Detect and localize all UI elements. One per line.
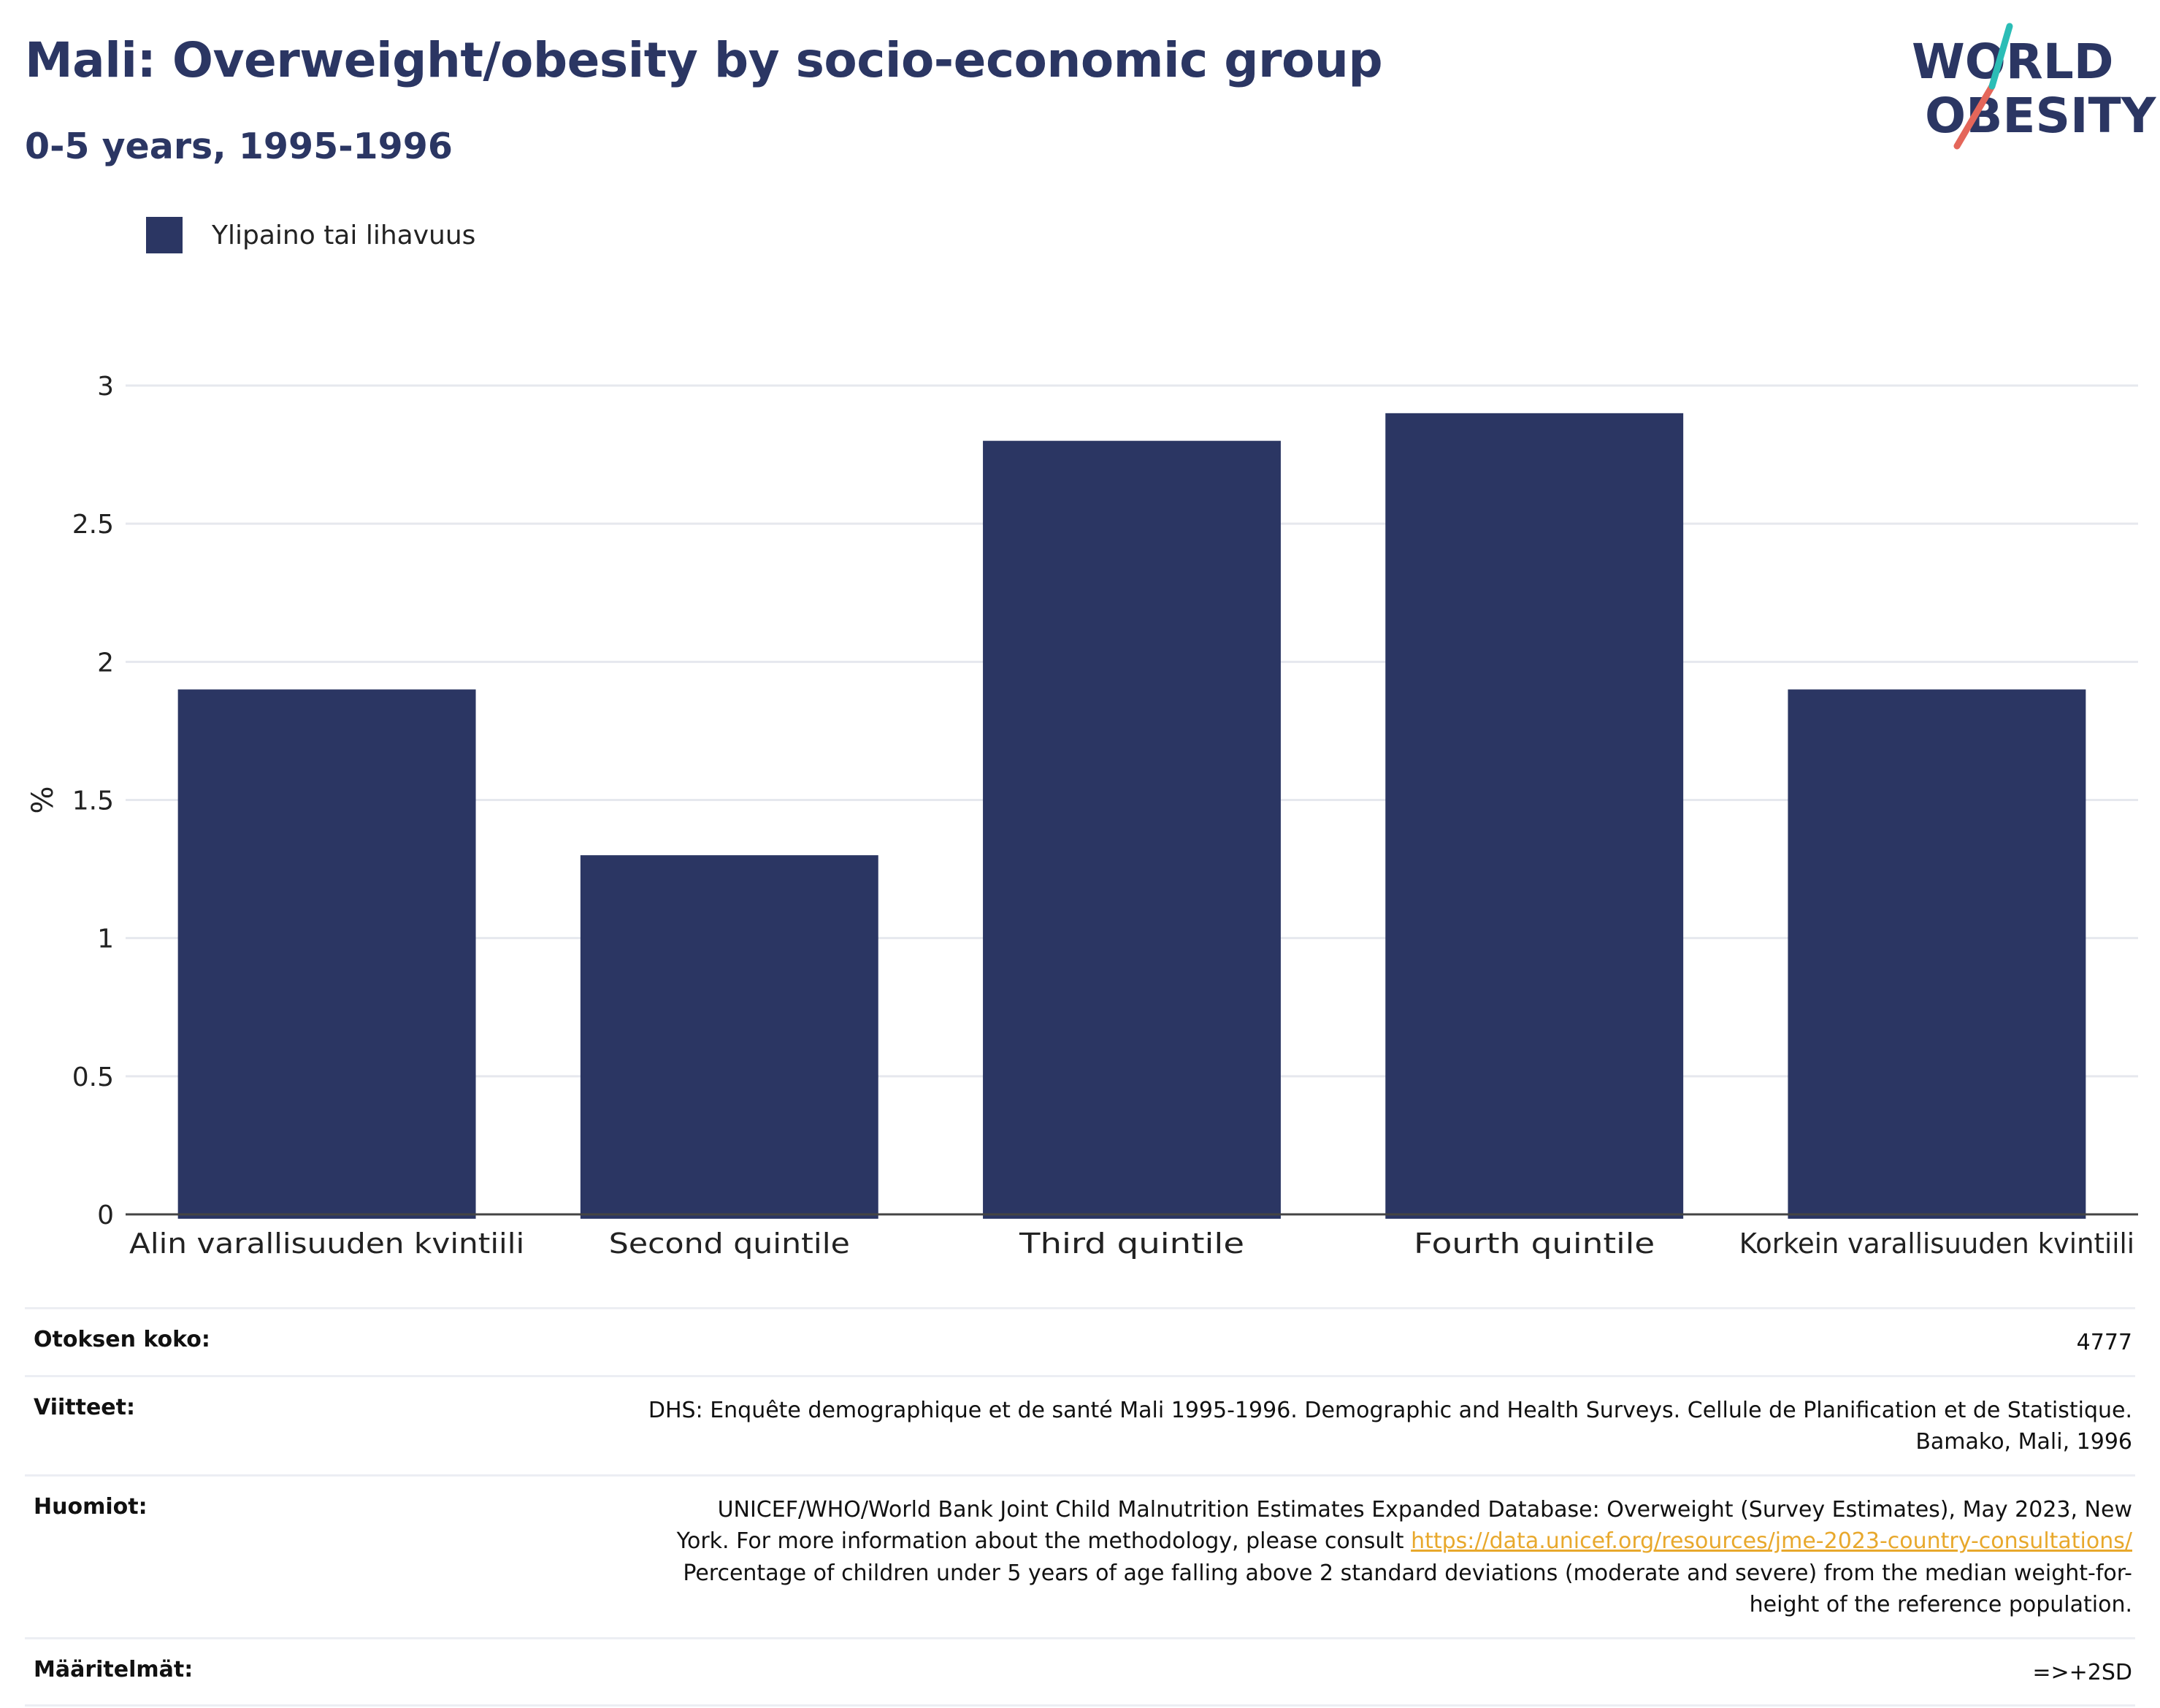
x-tick-label: Korkein varallisuuden kvintiili xyxy=(1739,1228,2134,1260)
references-line-1: DHS: Enquête demographique et de santé M… xyxy=(648,1397,2132,1423)
y-tick-label: 3 xyxy=(97,372,114,402)
info-row-sample-size: Otoksen koko: 4777 xyxy=(25,1307,2135,1375)
legend-swatch xyxy=(146,217,183,253)
y-axis-label: % xyxy=(26,786,60,813)
y-tick-label: 2 xyxy=(97,648,114,678)
legend-label: Ylipaino tai lihavuus xyxy=(212,220,476,250)
bar xyxy=(580,855,878,1219)
bar xyxy=(983,440,1281,1219)
notes-label: Huomiot: xyxy=(34,1493,148,1520)
x-tick-label: Second quintile xyxy=(609,1228,850,1260)
info-row-references: Viitteet: DHS: Enquête demographique et … xyxy=(25,1374,2135,1474)
x-tick-label: Fourth quintile xyxy=(1414,1228,1655,1260)
notes-line-4: height of the reference population. xyxy=(1749,1592,2132,1617)
y-tick-label: 2.5 xyxy=(72,510,114,540)
info-row-definitions: Määritelmät: =>+2SD xyxy=(25,1636,2135,1707)
logo-line-1: WORLD xyxy=(1912,34,2114,90)
y-tick-label: 0.5 xyxy=(72,1062,114,1092)
x-tick-label: Third quintile xyxy=(1019,1228,1244,1260)
notes-value: UNICEF/WHO/World Bank Joint Child Malnut… xyxy=(677,1494,2135,1621)
bar xyxy=(1788,689,2086,1219)
logo-slash-icon xyxy=(1953,23,2013,150)
y-tick-label: 1 xyxy=(97,924,114,954)
info-row-notes: Huomiot: UNICEF/WHO/World Bank Joint Chi… xyxy=(25,1474,2135,1637)
methodology-link[interactable]: https://data.unicef.org/resources/jme-20… xyxy=(1411,1528,2132,1554)
chart-subtitle: 0-5 years, 1995-1996 xyxy=(25,126,453,167)
references-line-2: Bamako, Mali, 1996 xyxy=(1915,1429,2132,1455)
info-table: Otoksen koko: 4777 Viitteet: DHS: Enquêt… xyxy=(25,1307,2135,1707)
notes-line-3: Percentage of children under 5 years of … xyxy=(683,1560,2132,1586)
definitions-label: Määritelmät: xyxy=(34,1656,194,1682)
bar xyxy=(1385,413,1684,1219)
references-value: DHS: Enquête demographique et de santé M… xyxy=(648,1395,2135,1458)
sample-size-label: Otoksen koko: xyxy=(34,1327,210,1352)
bar xyxy=(177,689,476,1219)
y-tick-label: 1.5 xyxy=(72,786,114,816)
notes-line-2: York. For more information about the met… xyxy=(676,1528,1412,1554)
x-tick-label: Alin varallisuuden kvintiili xyxy=(129,1228,524,1260)
chart-title: Mali: Overweight/obesity by socio-econom… xyxy=(25,32,1383,88)
references-label: Viitteet: xyxy=(34,1394,135,1420)
definitions-value: =>+2SD xyxy=(2032,1659,2132,1685)
world-obesity-logo: WORLD OBESITY xyxy=(1899,22,2156,153)
notes-line-1: UNICEF/WHO/World Bank Joint Child Malnut… xyxy=(717,1496,2132,1523)
y-tick-label: 0 xyxy=(97,1200,114,1230)
chart-legend: Ylipaino tai lihavuus xyxy=(146,217,475,253)
bar-chart: 0 0.5 1 1.5 2 2.5 3% Alin varallisuuden kvintii… xyxy=(26,372,2138,1260)
sample-size-value: 4777 xyxy=(2076,1330,2132,1355)
